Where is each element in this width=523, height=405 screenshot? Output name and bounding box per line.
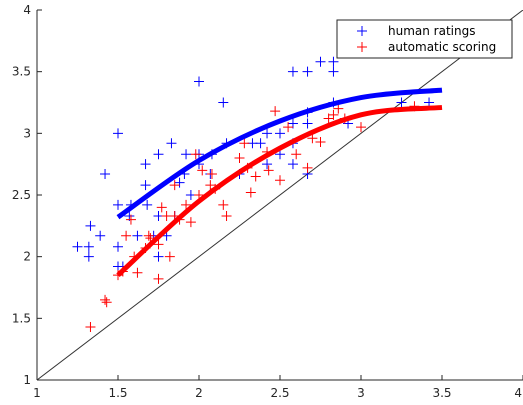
x-tick-label: 4 — [514, 386, 522, 400]
data-point — [287, 159, 298, 170]
data-point — [197, 165, 208, 176]
data-point — [72, 241, 83, 252]
data-point — [143, 230, 154, 241]
data-point — [190, 149, 201, 160]
data-point — [153, 239, 164, 250]
data-point — [302, 66, 313, 77]
data-point — [153, 149, 164, 160]
y-tick-label: 2.5 — [12, 188, 31, 202]
fit-curve-automatic-scoring — [116, 104, 443, 278]
y-tick-label: 1.5 — [12, 311, 31, 325]
data-point — [174, 177, 185, 188]
legend-label: human ratings — [388, 24, 475, 38]
x-tick-label: 3.5 — [432, 386, 451, 400]
fit-curve-human-ratings — [116, 87, 443, 220]
data-point — [302, 118, 313, 129]
data-point — [396, 97, 407, 108]
data-point — [262, 128, 273, 139]
data-point — [153, 251, 164, 262]
y-tick-label: 3 — [23, 126, 31, 140]
data-point — [156, 202, 167, 213]
data-point — [164, 251, 175, 262]
data-point — [140, 159, 151, 170]
legend-label: automatic scoring — [388, 40, 496, 54]
data-point — [142, 199, 153, 210]
data-point — [239, 138, 250, 149]
data-point — [356, 122, 366, 133]
data-point — [262, 159, 273, 170]
legend: human ratings automatic scoring — [336, 19, 513, 59]
data-point — [153, 273, 164, 284]
x-tick-label: 3 — [357, 386, 365, 400]
data-point — [125, 214, 136, 225]
data-point — [100, 169, 111, 180]
data-point — [113, 241, 123, 252]
data-point — [315, 136, 326, 147]
data-point — [315, 56, 326, 67]
data-point — [275, 128, 285, 139]
y-tick-label: 4 — [23, 3, 31, 17]
data-point — [234, 153, 245, 163]
legend-marker — [357, 26, 367, 36]
data-point — [185, 217, 196, 228]
data-point — [291, 149, 302, 160]
x-tick-label: 2 — [195, 386, 203, 400]
data-point — [113, 128, 123, 139]
x-tick-label: 1 — [33, 386, 41, 400]
data-point — [95, 230, 106, 241]
legend-marker — [357, 42, 367, 52]
data-point — [255, 138, 266, 149]
data-point — [194, 76, 204, 87]
data-point — [113, 199, 123, 210]
data-point — [166, 138, 177, 149]
data-point — [206, 169, 217, 180]
data-point — [132, 230, 143, 241]
data-point — [85, 321, 96, 332]
data-point — [100, 294, 111, 305]
data-point — [245, 187, 256, 198]
data-point — [328, 56, 339, 67]
data-point — [270, 106, 281, 117]
plot-area — [37, 10, 523, 380]
x-tick-label: 2.5 — [270, 386, 289, 400]
data-point — [218, 199, 229, 210]
data-point — [181, 199, 192, 210]
data-point — [263, 165, 274, 176]
reference-line — [37, 10, 523, 380]
data-point — [283, 122, 294, 133]
data-point — [83, 241, 94, 252]
data-point — [287, 66, 298, 77]
axes: 1 1.5 2 2.5 3 3.5 4 1 1.5 2 2.5 3 3.5 4 — [12, 3, 523, 400]
y-tick-label: 2 — [23, 250, 31, 264]
y-tick-label: 1 — [23, 373, 31, 387]
data-point — [328, 109, 339, 120]
y-tick-label: 3.5 — [12, 65, 31, 79]
data-point — [140, 180, 151, 191]
data-point — [85, 220, 96, 231]
data-point — [328, 66, 339, 77]
data-point — [221, 210, 232, 221]
data-point — [132, 267, 143, 278]
data-point — [218, 97, 229, 108]
data-point — [83, 251, 94, 262]
data-point — [333, 103, 344, 114]
data-point — [250, 171, 261, 182]
data-point — [121, 230, 132, 241]
data-point — [302, 162, 313, 173]
x-tick-label: 1.5 — [108, 386, 127, 400]
data-point — [169, 180, 180, 191]
data-point — [275, 175, 285, 186]
data-point — [101, 297, 112, 308]
legend-box — [336, 19, 513, 59]
data-point — [181, 149, 192, 160]
